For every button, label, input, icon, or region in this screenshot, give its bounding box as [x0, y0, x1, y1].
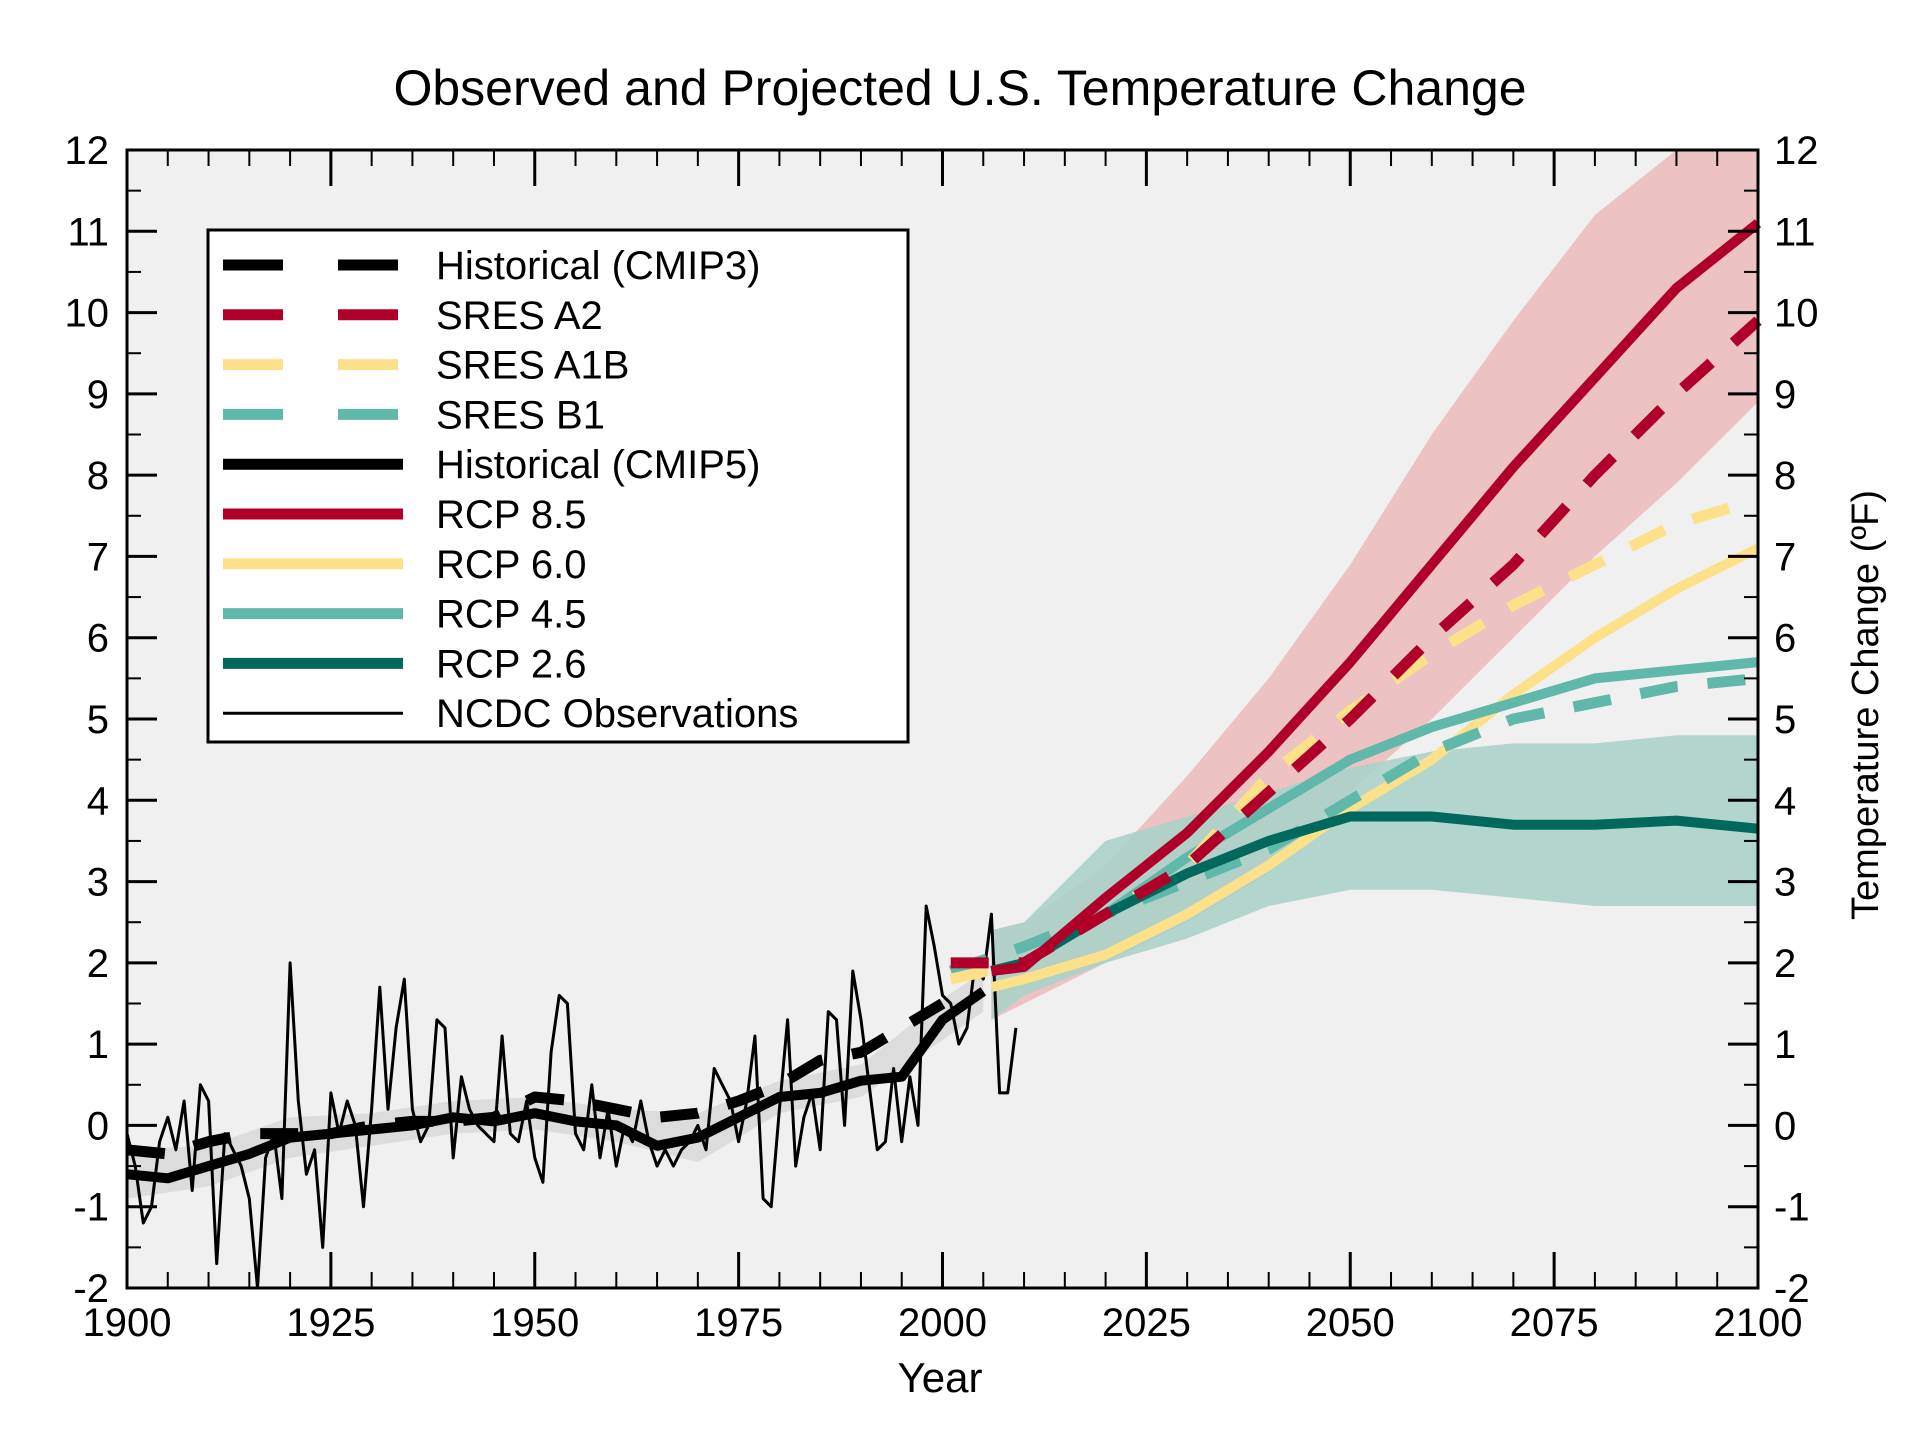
y-tick-label-left: 12 [65, 129, 110, 173]
y-tick-label-right: 7 [1774, 535, 1796, 579]
y-tick-label-right: 3 [1774, 861, 1796, 905]
legend-box [206, 228, 910, 744]
y-tick-label-left: 8 [87, 454, 109, 498]
x-tick-label: 2075 [1510, 1301, 1599, 1345]
y-tick-label-left: 10 [65, 292, 110, 336]
x-tick-label: 2100 [1714, 1301, 1803, 1345]
series-sres-b1 [948, 672, 1759, 977]
legend-label-historical-cmip3: Historical (CMIP3) [436, 244, 760, 288]
y-tick-label-right: 10 [1774, 292, 1819, 336]
y-tick-label-right: 2 [1774, 942, 1796, 986]
y-tick-label-left: 7 [87, 535, 109, 579]
band-rcp-2-6-range [991, 735, 1758, 1020]
y-tick-label-left: 11 [67, 210, 109, 254]
y-tick-label-right: 1 [1774, 1023, 1796, 1067]
y-tick-label-right: -1 [1774, 1186, 1810, 1230]
band-rcp-8-5-range [991, 150, 1758, 1020]
y-tick-label-left: 9 [87, 373, 109, 417]
y-tick-label-right: 9 [1774, 373, 1796, 417]
y-tick-label-left: 2 [87, 942, 109, 986]
series-rcp-8-5 [990, 219, 1762, 976]
y-tick-label-right: 6 [1774, 617, 1796, 661]
y-tick-label-right: 4 [1774, 779, 1796, 823]
legend-label-rcp-2-6: RCP 2.6 [436, 642, 586, 686]
x-tick-label: 2050 [1306, 1301, 1395, 1345]
y-tick-label-right: 12 [1774, 129, 1819, 173]
x-tick-label: 2000 [898, 1301, 987, 1345]
y-tick-label-right: -2 [1774, 1267, 1810, 1311]
series-rcp-6-0 [990, 543, 1761, 993]
x-tick-label: 2025 [1102, 1301, 1191, 1345]
legend: Historical (CMIP3) SRES A2 SRES A1B SRES B1… [206, 228, 910, 744]
y-tick-label-right: 8 [1774, 454, 1796, 498]
y-tick-label-right: 0 [1774, 1104, 1796, 1148]
y-tick-label-left: -1 [73, 1186, 109, 1230]
legend-label-historical-cmip5: Historical (CMIP5) [436, 443, 760, 487]
y-axis-title-right: Temperature Change (ºF) [1845, 490, 1887, 920]
x-axis-title: Year [898, 1354, 983, 1401]
chart-title: Observed and Projected U.S. Temperature … [393, 60, 1526, 116]
legend-label-sres-b1: SRES B1 [436, 393, 605, 437]
x-tick-label: 1950 [490, 1301, 579, 1345]
series-historical-cmip3 [126, 998, 946, 1160]
y-tick-label-left: 3 [87, 861, 109, 905]
x-tick-label: 1975 [694, 1301, 783, 1345]
series-sres-a2 [950, 316, 1762, 969]
legend-label-sres-a2: SRES A2 [436, 294, 603, 338]
y-tick-label-left: 4 [87, 779, 109, 823]
legend-label-sres-a1b: SRES A1B [436, 344, 629, 388]
legend-label-rcp-8-5: RCP 8.5 [436, 493, 586, 537]
legend-label-rcp-4-5: RCP 4.5 [436, 593, 586, 637]
y-tick-label-left: 1 [87, 1023, 109, 1067]
y-tick-label-left: 0 [87, 1104, 109, 1148]
x-tick-label: 1900 [83, 1301, 172, 1345]
band-historical-cmip5-range [127, 971, 984, 1199]
series-historical-cmip5 [126, 987, 987, 1184]
x-tick-label: 1925 [286, 1301, 375, 1345]
legend-label-rcp-6-0: RCP 6.0 [436, 543, 586, 587]
y-tick-label-left: 6 [87, 617, 109, 661]
legend-label-ncdc-observations: NCDC Observations [436, 692, 798, 736]
y-tick-label-left: 5 [87, 698, 109, 742]
y-tick-label-left: -2 [73, 1267, 109, 1311]
y-tick-label-right: 11 [1774, 210, 1816, 254]
y-tick-label-right: 5 [1774, 698, 1796, 742]
